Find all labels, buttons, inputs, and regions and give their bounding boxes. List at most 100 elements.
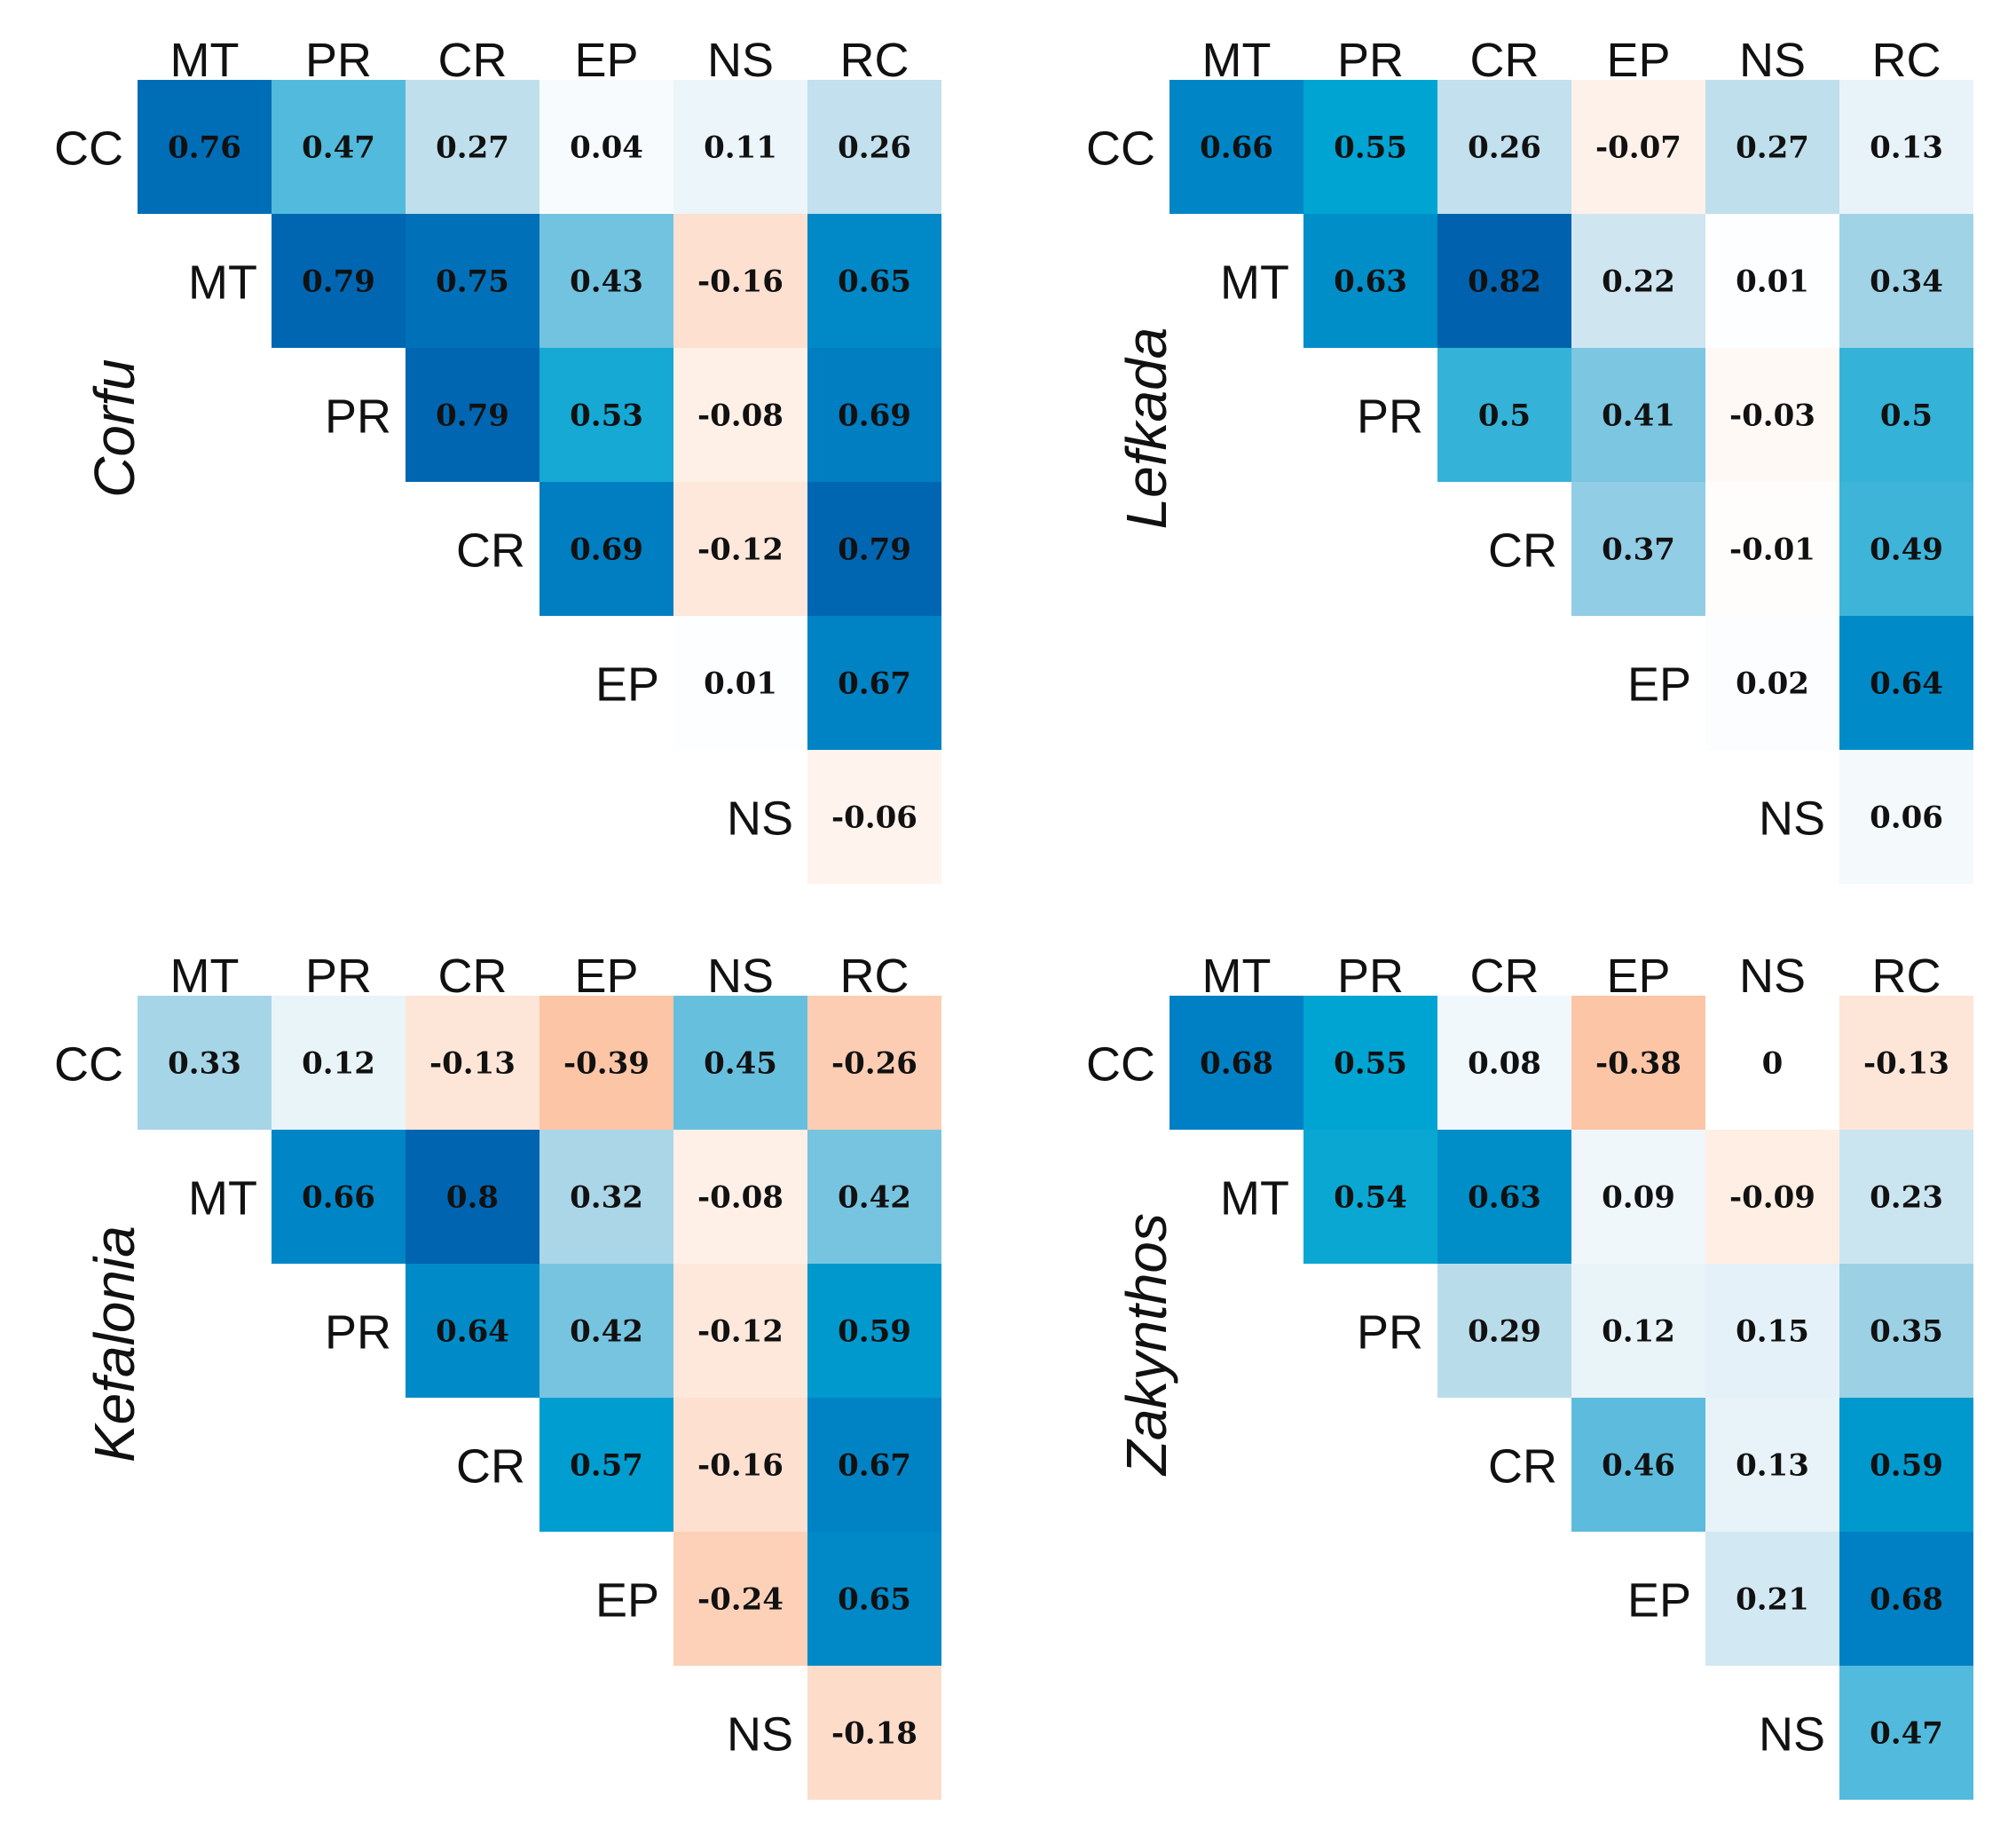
heatmap-panel-lefkada: 0.66 0.55 0.26 -0.07 0.27 0.13 0.63 0.82 0.22 0.0… [1086, 34, 1973, 884]
column-label: PR [1337, 950, 1404, 1003]
heatmap-cell [1571, 1398, 1705, 1532]
cell-value-label: -0.38 [1595, 1046, 1681, 1082]
row-label: CC [1086, 1038, 1155, 1092]
cell-value-label: 0.5 [1478, 398, 1531, 434]
heatmap-panel-kefalonia: 0.33 0.12 -0.13 -0.39 0.45 -0.26 0.66 0.8 0.32 -0… [54, 950, 941, 1800]
cell-value-label: 0.67 [838, 666, 911, 702]
cell-value-label: -0.03 [1729, 398, 1815, 434]
cell-value-label: 0.47 [302, 130, 375, 166]
heatmap-cell [1571, 80, 1705, 214]
heatmap-cell [807, 616, 941, 750]
cell-value-label: 0.43 [570, 264, 643, 300]
column-label: PR [305, 34, 372, 87]
cell-value-label: 0.69 [838, 398, 911, 434]
row-label: NS [727, 792, 793, 846]
heatmap-cell [807, 1532, 941, 1666]
row-label: MT [1220, 1172, 1289, 1226]
heatmap-cell [1839, 1398, 1973, 1532]
column-label: EP [1606, 34, 1670, 87]
column-label: NS [1739, 950, 1806, 1003]
cell-value-label: -0.08 [697, 1180, 784, 1216]
heatmap-cell [1169, 80, 1303, 214]
heatmap-cell [1571, 482, 1705, 616]
cell-value-label: 0.67 [838, 1448, 911, 1484]
heatmap-cell [1705, 1130, 1839, 1264]
cell-value-label: 0.21 [1736, 1582, 1809, 1618]
column-label: NS [707, 34, 774, 87]
row-label: NS [1759, 792, 1825, 846]
row-label: PR [325, 390, 391, 444]
row-label: PR [1357, 1306, 1423, 1360]
heatmap-cell [807, 1398, 941, 1532]
cell-value-label: 0.04 [570, 130, 643, 166]
cell-value-label: 0.53 [570, 398, 643, 434]
heatmap-cell [1571, 348, 1705, 482]
row-label: EP [1627, 1574, 1691, 1628]
column-label: EP [1606, 950, 1670, 1003]
heatmap-cell [673, 80, 807, 214]
heatmap-cell [1437, 1130, 1571, 1264]
cell-value-label: 0.27 [436, 130, 509, 166]
cell-value-label: 0.35 [1870, 1314, 1943, 1350]
cell-value-label: 0.27 [1736, 130, 1809, 166]
cell-value-label: -0.06 [831, 800, 917, 836]
column-label: EP [574, 34, 638, 87]
cell-value-label: -0.12 [697, 1314, 784, 1350]
heatmap-cell [539, 996, 673, 1130]
cell-value-label: 0.41 [1602, 398, 1675, 434]
cell-value-label: 0.49 [1870, 532, 1943, 568]
cell-value-label: 0.55 [1334, 130, 1407, 166]
cell-value-label: -0.08 [697, 398, 784, 434]
heatmap-cell [1705, 482, 1839, 616]
cell-value-label: 0.79 [838, 532, 911, 568]
heatmap-cell [406, 1264, 539, 1398]
heatmap-cell [138, 996, 272, 1130]
cell-value-label: 0.15 [1736, 1314, 1809, 1350]
heatmap-cell [539, 214, 673, 348]
cell-value-label: 0.02 [1736, 666, 1809, 702]
column-label: CR [438, 950, 508, 1003]
heatmap-cell [1303, 1130, 1437, 1264]
heatmap-cell [1839, 1666, 1973, 1800]
heatmap-cell [1705, 214, 1839, 348]
cell-value-label: -0.12 [697, 532, 784, 568]
cell-value-label: 0.54 [1334, 1180, 1407, 1216]
heatmap-cell [1571, 1264, 1705, 1398]
cell-value-label: -0.18 [831, 1716, 917, 1752]
island-title: Corfu [83, 359, 146, 497]
heatmap-cell [1839, 80, 1973, 214]
heatmap-cell [1437, 214, 1571, 348]
column-label: RC [1872, 950, 1941, 1003]
island-title: Lefkada [1114, 327, 1178, 530]
heatmap-cell [1705, 616, 1839, 750]
cell-value-label: 0.12 [1602, 1314, 1675, 1350]
cell-value-label: 0.55 [1334, 1046, 1407, 1082]
heatmap-cell [673, 1398, 807, 1532]
heatmap-cell [1839, 616, 1973, 750]
heatmap-cell [539, 482, 673, 616]
cell-value-label: 0.59 [838, 1314, 911, 1350]
cell-value-label: 0.64 [1870, 666, 1943, 702]
column-label: MT [170, 950, 240, 1003]
heatmap-cell [1705, 1398, 1839, 1532]
row-label: MT [188, 256, 257, 310]
cell-value-label: 0.45 [704, 1046, 777, 1082]
heatmap-cell [1839, 214, 1973, 348]
heatmap-cell [1303, 996, 1437, 1130]
cell-value-label: 0.34 [1870, 264, 1943, 300]
cell-value-label: -0.07 [1595, 130, 1681, 166]
cell-value-label: -0.09 [1729, 1180, 1815, 1216]
cell-value-label: -0.13 [1863, 1046, 1949, 1082]
row-label: PR [1357, 390, 1423, 444]
row-label: PR [325, 1306, 391, 1360]
cell-value-label: -0.39 [563, 1046, 650, 1082]
cell-value-label: 0.82 [1468, 264, 1541, 300]
heatmap-cell [272, 214, 406, 348]
heatmap-cell [539, 1398, 673, 1532]
cell-value-label: 0.66 [302, 1180, 375, 1216]
row-label: EP [595, 1574, 659, 1628]
heatmap-cell [1705, 348, 1839, 482]
cell-value-label: 0.66 [1200, 130, 1273, 166]
heatmap-cell [807, 996, 941, 1130]
